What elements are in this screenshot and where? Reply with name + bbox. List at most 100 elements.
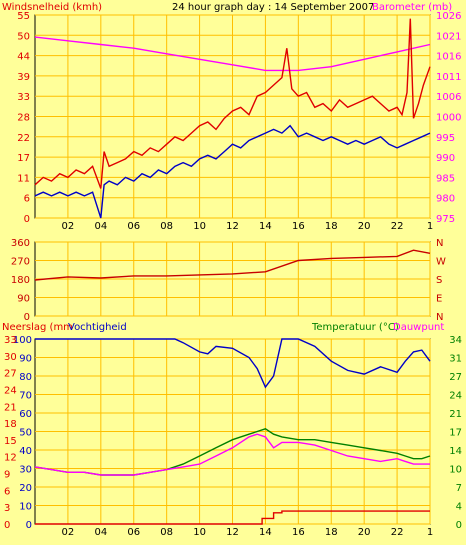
wind-tick-label: 39 bbox=[17, 72, 30, 83]
temperature-tick-label: 34 bbox=[449, 335, 462, 346]
rain-tick-label: 30 bbox=[4, 352, 17, 363]
temperature-tick-label: 14 bbox=[449, 446, 462, 457]
x-tick-label-top: 16 bbox=[292, 221, 305, 232]
wind-tick-label: 55 bbox=[17, 11, 30, 22]
temperature-tick-label: 7 bbox=[456, 483, 462, 494]
wind-direction-line bbox=[34, 249, 431, 281]
compass-tick-label: W bbox=[436, 257, 446, 268]
barometer-tick-label: 990 bbox=[436, 153, 455, 164]
x-tick-label-top: 06 bbox=[127, 221, 140, 232]
x-tick-label-top: 12 bbox=[226, 221, 239, 232]
humidity-tick-label: 0 bbox=[26, 520, 32, 531]
wind-tick-label: 0 bbox=[24, 214, 30, 225]
barometer-tick-label: 1026 bbox=[436, 11, 461, 22]
rain-axis-label: Neerslag (mm bbox=[2, 322, 73, 333]
x-tick-label-top: 1 bbox=[427, 221, 433, 232]
x-tick-label-bottom: 16 bbox=[292, 527, 305, 538]
dewpoint-axis-label: Dauwpunt bbox=[393, 322, 444, 333]
wind-tick-label: 17 bbox=[17, 153, 30, 164]
temperature-tick-label: 17 bbox=[449, 428, 462, 439]
rain-tick-label: 27 bbox=[4, 369, 17, 380]
barometer-line bbox=[34, 36, 431, 72]
barometer-tick-label: 985 bbox=[436, 173, 455, 184]
barometer-tick-label: 1011 bbox=[436, 72, 461, 83]
humidity-tick-label: 10 bbox=[19, 502, 32, 513]
rain-tick-label: 3 bbox=[4, 503, 10, 514]
wind-tick-label: 11 bbox=[17, 173, 30, 184]
temperature-tick-label: 27 bbox=[449, 372, 462, 383]
compass-tick-label: E bbox=[436, 294, 442, 305]
rain-tick-label: 33 bbox=[4, 335, 17, 346]
barometer-tick-label: 1016 bbox=[436, 52, 461, 63]
rain-tick-label: 6 bbox=[4, 486, 10, 497]
x-tick-label-top: 14 bbox=[259, 221, 272, 232]
barometer-tick-label: 1000 bbox=[436, 113, 461, 124]
temperature-tick-label: 0 bbox=[456, 520, 462, 531]
compass-tick-label: N bbox=[436, 238, 443, 249]
wind-tick-label: 44 bbox=[17, 52, 30, 63]
wind-speed-line bbox=[34, 18, 431, 189]
x-tick-label-bottom: 22 bbox=[391, 527, 404, 538]
x-tick-label-bottom: 14 bbox=[259, 527, 272, 538]
compass-tick-label: S bbox=[436, 275, 442, 286]
humidity-tick-label: 80 bbox=[19, 372, 32, 383]
x-tick-label-top: 18 bbox=[325, 221, 338, 232]
rain-line bbox=[35, 510, 430, 525]
x-tick-label-top: 02 bbox=[62, 221, 75, 232]
compass-tick-label: N bbox=[436, 312, 443, 323]
barometer-tick-label: 975 bbox=[436, 214, 455, 225]
temperature-tick-label: 21 bbox=[449, 409, 462, 420]
rain-tick-label: 15 bbox=[4, 436, 17, 447]
rain-tick-label: 9 bbox=[4, 470, 10, 481]
x-tick-label-bottom: 06 bbox=[127, 527, 140, 538]
temperature-tick-label: 4 bbox=[456, 502, 462, 513]
humidity-line bbox=[35, 338, 431, 389]
temperature-axis-label: Temperatuur (°C) bbox=[311, 322, 399, 333]
x-tick-label-bottom: 10 bbox=[193, 527, 206, 538]
humidity-tick-label: 100 bbox=[13, 335, 32, 346]
rain-tick-label: 24 bbox=[4, 385, 17, 396]
rain-tick-label: 18 bbox=[4, 419, 17, 430]
humidity-tick-label: 40 bbox=[19, 446, 32, 457]
barometer-axis-label: Barometer (mb) bbox=[372, 2, 452, 13]
wind-tick-label: 22 bbox=[17, 133, 30, 144]
rain-tick-label: 21 bbox=[4, 402, 17, 413]
humidity-axis-label: Vochtigheid bbox=[68, 322, 127, 333]
wind-tick-label: 50 bbox=[17, 31, 30, 42]
x-tick-label-top: 04 bbox=[94, 221, 107, 232]
x-tick-label-top: 20 bbox=[358, 221, 371, 232]
x-tick-label-top: 08 bbox=[160, 221, 173, 232]
humidity-tick-label: 30 bbox=[19, 465, 32, 476]
humidity-tick-label: 50 bbox=[19, 428, 32, 439]
chart-title: 24 hour graph day : 14 September 2007 bbox=[172, 2, 374, 13]
avg-wind-line bbox=[34, 124, 431, 219]
humidity-tick-label: 20 bbox=[19, 483, 32, 494]
wind-tick-label: 33 bbox=[17, 92, 30, 103]
x-tick-label-bottom: 08 bbox=[160, 527, 173, 538]
rain-tick-label: 12 bbox=[4, 453, 17, 464]
direction-tick-label: 270 bbox=[11, 257, 30, 268]
barometer-tick-label: 1021 bbox=[436, 31, 461, 42]
x-tick-label-top: 22 bbox=[391, 221, 404, 232]
direction-tick-label: 360 bbox=[11, 238, 30, 249]
humidity-tick-label: 60 bbox=[19, 409, 32, 420]
x-tick-label-bottom: 20 bbox=[358, 527, 371, 538]
rain-tick-label: 0 bbox=[4, 520, 10, 531]
x-tick-label-bottom: 1 bbox=[427, 527, 433, 538]
direction-tick-label: 90 bbox=[17, 294, 30, 305]
temperature-tick-label: 10 bbox=[449, 465, 462, 476]
direction-tick-label: 0 bbox=[24, 312, 30, 323]
x-tick-label-bottom: 12 bbox=[226, 527, 239, 538]
wind-tick-label: 28 bbox=[17, 113, 30, 124]
wind-tick-label: 6 bbox=[24, 194, 30, 205]
wind-axis-label: Windsnelheid (kmh) bbox=[2, 2, 102, 13]
humidity-tick-label: 90 bbox=[19, 354, 32, 365]
barometer-tick-label: 1006 bbox=[436, 92, 461, 103]
x-tick-label-bottom: 02 bbox=[62, 527, 75, 538]
x-tick-label-bottom: 04 bbox=[94, 527, 107, 538]
temperature-tick-label: 31 bbox=[449, 354, 462, 365]
temperature-tick-label: 24 bbox=[449, 391, 462, 402]
barometer-tick-label: 995 bbox=[436, 133, 455, 144]
